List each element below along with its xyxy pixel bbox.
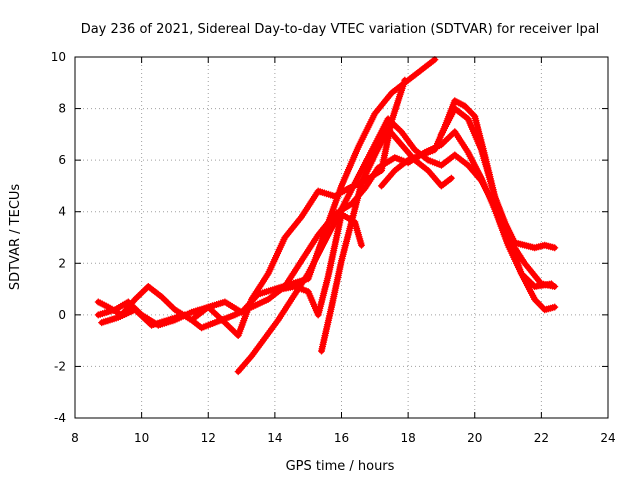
x-tick-label: 12 <box>201 431 216 445</box>
data-series <box>94 56 559 376</box>
y-tick-labels: -4 -2 0 2 4 6 8 10 <box>51 50 66 425</box>
x-tick-label: 16 <box>334 431 349 445</box>
grid-lines <box>75 57 608 418</box>
y-tick-label: 4 <box>58 205 66 219</box>
x-tick-label: 24 <box>600 431 615 445</box>
y-tick-label: 6 <box>58 153 66 167</box>
series-markers <box>318 125 455 355</box>
x-tick-label: 22 <box>534 431 549 445</box>
series-arc-8 <box>437 105 559 314</box>
y-axis-label: SDTVAR / TECUs <box>8 184 23 291</box>
y-tick-label: 0 <box>58 308 66 322</box>
y-tick-label: 8 <box>58 102 66 116</box>
series-markers <box>278 210 365 319</box>
y-tick-label: 2 <box>58 256 66 270</box>
x-tick-label: 10 <box>134 431 149 445</box>
y-tick-label: -2 <box>54 359 66 373</box>
y-tick-label: 10 <box>51 50 66 64</box>
plot-frame <box>74 56 609 419</box>
y-tick-label: -4 <box>54 411 66 425</box>
series-arc-6 <box>318 125 455 355</box>
x-tick-label: 8 <box>71 431 79 445</box>
chart-title: Day 236 of 2021, Sidereal Day-to-day VTE… <box>81 22 600 37</box>
x-tick-label: 20 <box>467 431 482 445</box>
series-markers <box>437 105 559 314</box>
x-axis-label: GPS time / hours <box>286 459 395 474</box>
x-tick-labels: 8 10 12 14 16 18 20 22 24 <box>71 431 615 445</box>
x-tick-label: 14 <box>267 431 282 445</box>
x-tick-label: 18 <box>400 431 415 445</box>
